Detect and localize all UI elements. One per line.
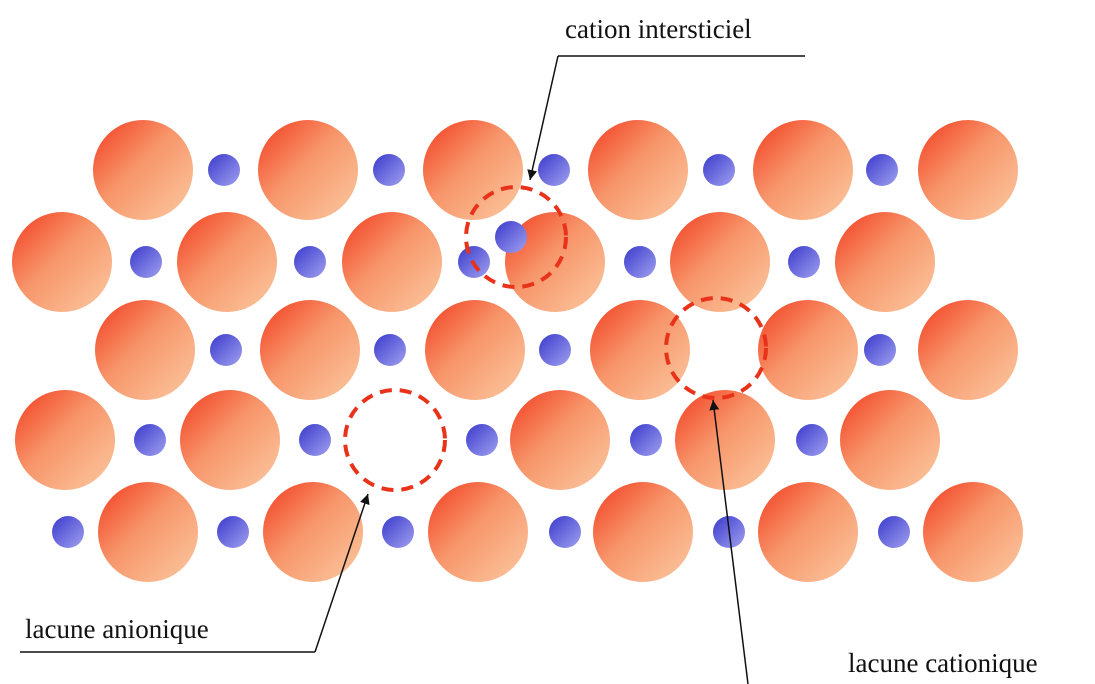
anion bbox=[588, 120, 688, 220]
cation bbox=[538, 154, 570, 186]
anion bbox=[425, 300, 525, 400]
anion bbox=[918, 120, 1018, 220]
label: lacune cationique bbox=[848, 648, 1038, 678]
cation bbox=[294, 246, 326, 278]
cation bbox=[703, 154, 735, 186]
label: cation intersticiel bbox=[565, 14, 752, 44]
cation bbox=[374, 334, 406, 366]
anion bbox=[177, 212, 277, 312]
anion bbox=[593, 482, 693, 582]
anion bbox=[93, 120, 193, 220]
cation bbox=[866, 154, 898, 186]
anion bbox=[675, 390, 775, 490]
anion bbox=[95, 300, 195, 400]
defect-diagram: cation intersticiel lacune anionique lac… bbox=[0, 0, 1095, 684]
anion bbox=[263, 482, 363, 582]
anion bbox=[670, 212, 770, 312]
anion bbox=[180, 390, 280, 490]
cation bbox=[539, 334, 571, 366]
cation bbox=[796, 424, 828, 456]
cation bbox=[864, 334, 896, 366]
lattice bbox=[12, 120, 1023, 582]
cation bbox=[130, 246, 162, 278]
anion bbox=[923, 482, 1023, 582]
anion bbox=[12, 212, 112, 312]
anion bbox=[15, 390, 115, 490]
cation bbox=[630, 424, 662, 456]
anion bbox=[758, 300, 858, 400]
cation bbox=[788, 246, 820, 278]
label: lacune anionique bbox=[25, 614, 209, 644]
anion bbox=[260, 300, 360, 400]
cation bbox=[382, 516, 414, 548]
cation bbox=[878, 516, 910, 548]
cation bbox=[624, 246, 656, 278]
anion bbox=[98, 482, 198, 582]
cation bbox=[549, 516, 581, 548]
cation bbox=[134, 424, 166, 456]
anion bbox=[835, 212, 935, 312]
anion bbox=[423, 120, 523, 220]
anion bbox=[590, 300, 690, 400]
cation bbox=[466, 424, 498, 456]
cation bbox=[210, 334, 242, 366]
anion bbox=[428, 482, 528, 582]
anion bbox=[840, 390, 940, 490]
cation bbox=[208, 154, 240, 186]
interstitial-cation bbox=[495, 221, 527, 253]
anion bbox=[918, 300, 1018, 400]
anion bbox=[342, 212, 442, 312]
anion-vacancy-circle bbox=[345, 390, 445, 490]
cation bbox=[299, 424, 331, 456]
anion bbox=[753, 120, 853, 220]
cation bbox=[373, 154, 405, 186]
anion bbox=[258, 120, 358, 220]
anion bbox=[510, 390, 610, 490]
cation bbox=[52, 516, 84, 548]
cation bbox=[217, 516, 249, 548]
anion bbox=[758, 482, 858, 582]
